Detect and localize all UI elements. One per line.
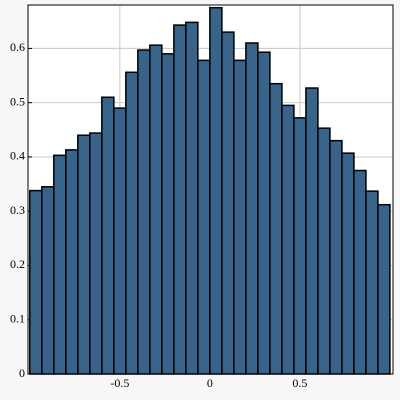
bar: [293, 117, 307, 375]
bar: [365, 190, 379, 375]
y-tick-label: 0.5: [10, 94, 25, 108]
bar: [209, 6, 223, 375]
bar: [173, 24, 187, 375]
bar: [197, 59, 211, 375]
y-tick-label: 0.1: [10, 311, 25, 325]
bar: [41, 186, 55, 375]
bar: [317, 127, 331, 375]
y-tick-label: 0.3: [10, 203, 25, 217]
bar: [89, 132, 103, 375]
x-tick-label: 0.5: [292, 376, 307, 390]
bar: [53, 154, 67, 375]
bar: [305, 87, 319, 375]
bar: [137, 49, 151, 375]
bar: [29, 189, 43, 375]
bar: [101, 96, 115, 375]
x-tick-label: 0: [207, 376, 213, 390]
bar: [65, 149, 79, 375]
bar: [161, 53, 175, 375]
y-tick-label: 0.4: [10, 149, 25, 163]
bar: [257, 51, 271, 375]
bar: [233, 59, 247, 375]
bar: [281, 104, 295, 375]
bar: [221, 31, 235, 375]
y-tick-label: 0.6: [10, 40, 25, 54]
plot-frame: [27, 4, 394, 375]
bar: [353, 169, 367, 375]
bar: [113, 107, 127, 375]
bar: [149, 44, 163, 375]
bar: [329, 139, 343, 375]
x-tick-label: -0.5: [110, 376, 129, 390]
y-tick-label: 0: [19, 366, 25, 380]
bar: [185, 21, 199, 375]
bar: [269, 82, 283, 375]
bar: [77, 134, 91, 375]
bar: [245, 42, 259, 375]
bar: [341, 152, 355, 375]
y-tick-label: 0.2: [10, 257, 25, 271]
bar: [377, 203, 391, 375]
bar: [125, 71, 139, 375]
